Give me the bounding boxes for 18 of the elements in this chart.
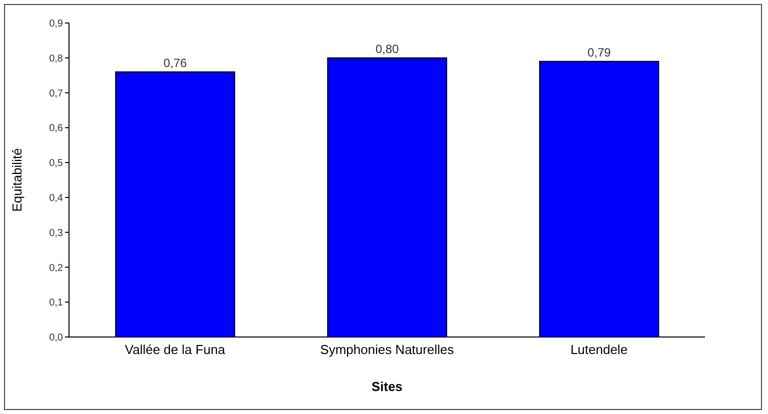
y-tick-label: 0,4	[49, 192, 64, 204]
y-axis-title: Equitabilité	[10, 148, 25, 212]
y-tick-label: 0,0	[49, 332, 64, 344]
y-tick-label: 0,5	[49, 158, 64, 170]
y-tick-label: 0,1	[49, 298, 64, 309]
data-label: 0,79	[587, 45, 612, 60]
y-tick-label: 0,8	[49, 53, 64, 64]
x-tick-label: Symphonies Naturelles	[320, 342, 454, 358]
y-tick-label: 0,7	[49, 88, 64, 100]
x-tick-label: Vallée de la Funa	[124, 342, 226, 358]
x-axis-title: Sites	[371, 379, 403, 394]
y-tick-label: 0,3	[49, 228, 64, 239]
data-label: 0,76	[163, 56, 188, 70]
data-label: 0,80	[375, 42, 400, 56]
y-tick-label: 0,6	[49, 123, 64, 134]
y-tick-label: 0,9	[49, 18, 64, 30]
y-tick-label: 0,2	[49, 262, 64, 274]
x-tick-label: Lutendele	[570, 342, 628, 358]
